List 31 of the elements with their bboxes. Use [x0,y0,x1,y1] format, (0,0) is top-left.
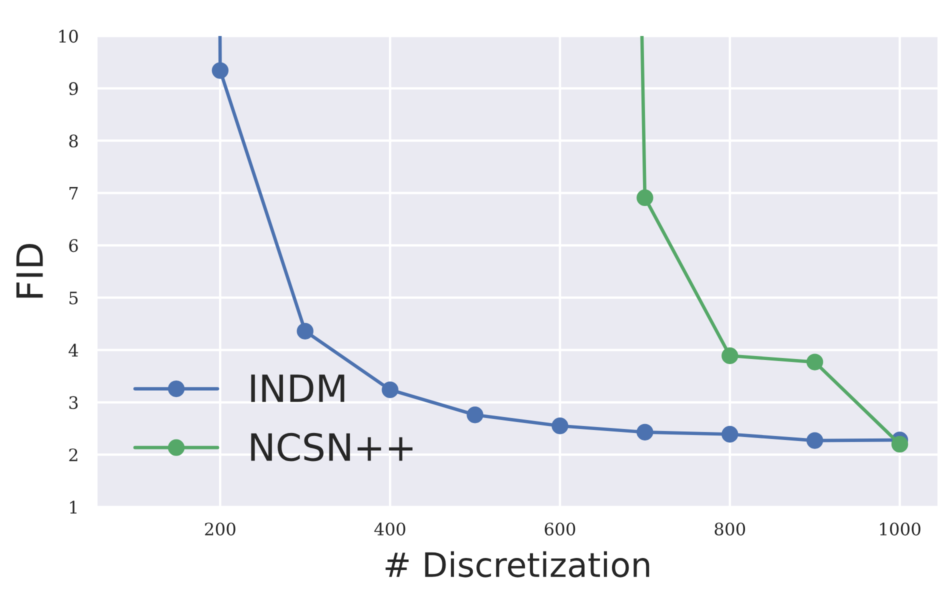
x-tick-label: 800 [714,522,746,536]
point [806,432,824,449]
y-tick-label: 8 [69,134,78,148]
point [891,436,908,453]
x-tick-label: 200 [205,522,236,536]
y-tick-label: 10 [59,30,78,43]
y-tick-label: 9 [69,82,78,96]
point [636,424,654,440]
y-tick-label: 6 [69,239,78,252]
point [296,322,314,340]
y-axis-title: FID [16,244,43,298]
point [636,189,654,206]
y-tick-label: 1 [70,500,77,514]
x-tick-label: 400 [374,522,406,536]
point [466,406,484,424]
x-tick-label: 1000 [880,522,920,536]
legend-label: INDM [251,374,344,402]
legend-label: NCSN++ [251,432,412,462]
y-tick-label: 4 [68,344,78,356]
point [382,381,398,398]
y-tick-label: 3 [69,396,78,410]
x-tick-label: 600 [544,522,576,536]
point [212,62,229,79]
point [722,426,738,443]
point [552,418,568,434]
point [806,354,824,370]
y-tick-label: 5 [70,292,78,304]
point [722,347,738,364]
y-tick-label: 7 [70,187,78,200]
x-axis-title: # Discretization [386,551,650,578]
y-tick-label: 2 [69,448,78,462]
